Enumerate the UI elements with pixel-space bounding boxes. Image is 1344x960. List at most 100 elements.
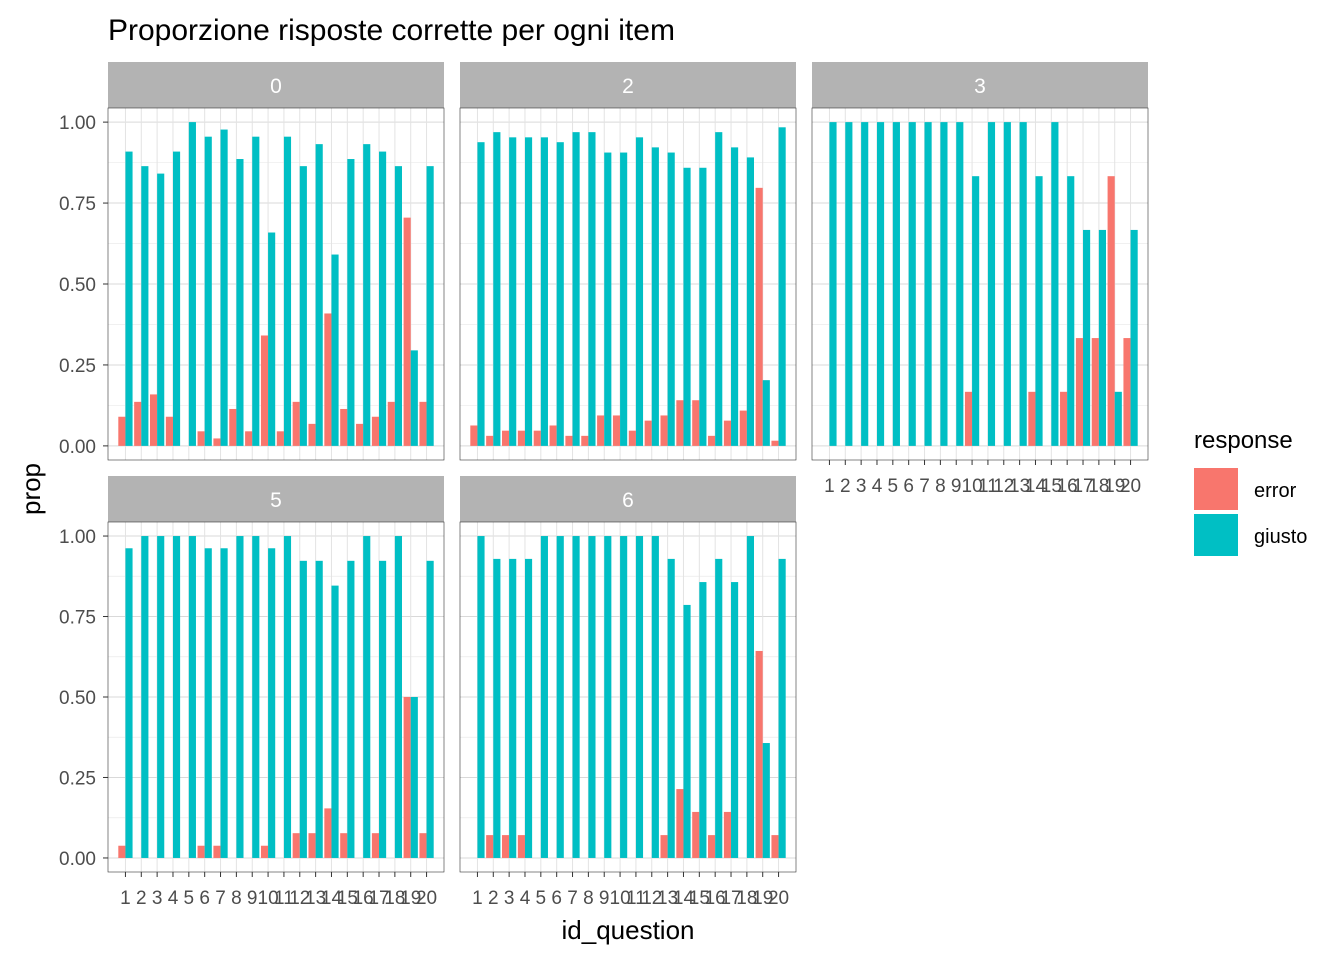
bar-error: [502, 835, 510, 858]
bar-giusto: [1067, 176, 1075, 446]
bar-giusto: [683, 167, 691, 446]
bar-giusto: [778, 558, 786, 858]
bar-error: [676, 400, 684, 446]
bar-error: [245, 431, 253, 446]
bar-error: [197, 431, 205, 446]
bar-error: [118, 416, 126, 446]
panel-border: [459, 107, 797, 461]
bar-giusto: [394, 166, 402, 446]
facet-strip-label: 0: [270, 75, 282, 98]
bar-giusto: [1051, 122, 1059, 446]
bar-giusto: [524, 137, 533, 446]
bar-error: [260, 335, 269, 446]
chart-title: Proporzione risposte corrette per ogni i…: [108, 14, 675, 47]
x-tick-label: 19: [752, 888, 773, 909]
bar-giusto: [236, 536, 244, 858]
bar-giusto: [540, 536, 548, 858]
bar-error: [213, 438, 221, 446]
facet-panel-2: 2: [459, 62, 797, 461]
bar-giusto: [252, 536, 260, 858]
x-tick-label: 4: [520, 888, 531, 909]
bar-giusto: [493, 558, 501, 858]
y-tick-label: 0.50: [59, 688, 96, 709]
bar-giusto: [1035, 176, 1043, 446]
bar-giusto: [299, 560, 307, 858]
facet-panels: 00.000.250.500.751.002 31 2 3 4 5 6 7 8 9 10111213…: [59, 62, 1149, 909]
x-tick-label: 10: [258, 888, 279, 909]
x-tick-label: 8: [935, 476, 946, 497]
bar-error: [134, 401, 142, 446]
bar-giusto: [861, 122, 869, 446]
bar-error: [723, 420, 732, 446]
bar-giusto: [892, 122, 900, 446]
x-tick-label: 18: [1088, 476, 1109, 497]
bar-error: [419, 401, 427, 446]
legend-label-giusto: giusto: [1254, 526, 1307, 548]
bar-giusto: [410, 350, 418, 446]
bar-error: [470, 425, 478, 446]
bar-error: [660, 415, 668, 446]
bar-giusto: [172, 151, 181, 446]
bar-giusto: [908, 122, 916, 446]
bar-giusto: [252, 136, 260, 446]
x-tick-label: 12: [641, 888, 662, 909]
bar-error: [387, 401, 395, 446]
bar-error: [1060, 391, 1068, 446]
x-tick-label: 10: [610, 888, 631, 909]
y-axis-title: prop: [16, 463, 46, 515]
bar-giusto: [331, 585, 339, 858]
bar-giusto: [746, 536, 754, 858]
bar-giusto: [363, 144, 371, 446]
bar-giusto: [762, 380, 770, 446]
bar-error: [644, 420, 652, 446]
x-tick-label: 18: [384, 888, 405, 909]
facet-strip: [108, 476, 444, 522]
bar-giusto: [556, 536, 564, 858]
x-tick-label: 14: [1025, 476, 1047, 497]
y-tick-label: 0.00: [59, 849, 96, 870]
bar-giusto: [956, 122, 964, 446]
bar-giusto: [410, 697, 418, 858]
x-tick-label: 11: [978, 476, 998, 497]
bar-giusto: [924, 122, 932, 446]
x-tick-label: 11: [274, 888, 294, 909]
bar-giusto: [172, 536, 181, 858]
legend-label-error: error: [1254, 480, 1297, 502]
facet-strip-label: 2: [622, 75, 634, 98]
bar-giusto: [426, 560, 434, 858]
facet-strip-label: 3: [974, 75, 986, 98]
x-tick-label: 3: [152, 888, 163, 909]
bar-error: [660, 835, 668, 858]
bar-error: [292, 833, 300, 858]
bar-giusto: [493, 132, 501, 446]
bar-giusto: [347, 159, 355, 446]
x-tick-label: 16: [1057, 476, 1078, 497]
bar-error: [755, 650, 763, 858]
x-tick-label: 20: [768, 888, 789, 909]
bar-giusto: [1130, 229, 1138, 446]
bar-error: [486, 435, 494, 446]
x-tick-label: 15: [689, 888, 710, 909]
x-tick-label: 18: [736, 888, 757, 909]
x-tick-label: 6: [903, 476, 914, 497]
x-tick-label: 17: [720, 888, 741, 909]
bar-error: [533, 430, 541, 446]
x-tick-label: 15: [1041, 476, 1062, 497]
bar-error: [371, 416, 380, 446]
bar-error: [692, 400, 700, 446]
bar-giusto: [426, 166, 434, 446]
x-tick-label: 12: [289, 888, 310, 909]
bar-giusto: [524, 558, 533, 858]
bar-giusto: [283, 536, 292, 858]
bar-giusto: [699, 167, 707, 446]
x-tick-label: 16: [353, 888, 374, 909]
bar-error: [549, 425, 557, 446]
bar-error: [964, 391, 973, 446]
bar-giusto: [299, 166, 307, 446]
bar-giusto: [699, 582, 707, 858]
bar-giusto: [509, 137, 517, 446]
bar-error: [486, 835, 494, 858]
legend: response error giusto: [1194, 427, 1307, 556]
bar-error: [692, 811, 700, 858]
